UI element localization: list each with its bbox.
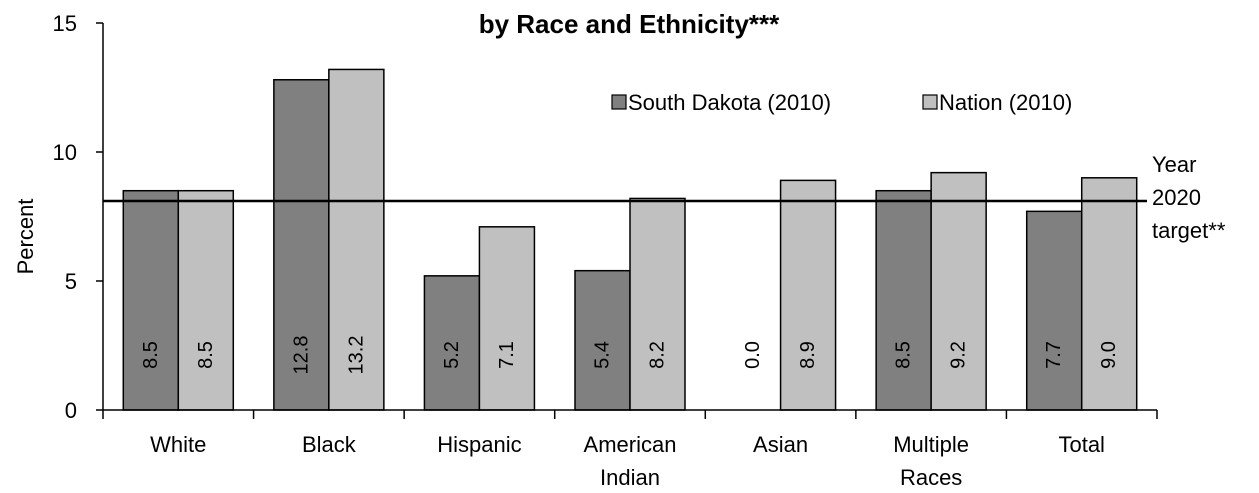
y-tick-label: 10 — [53, 140, 77, 165]
legend-swatch — [611, 94, 627, 110]
bars-group — [122, 68, 1138, 411]
category-labels: White Black Hispanic American Indian Asian Mul… — [150, 432, 1105, 490]
y-axis-label-group: Percent — [13, 199, 38, 275]
bar — [1025, 210, 1083, 411]
legend-label: South Dakota (2010) — [628, 90, 831, 115]
category-label: Hispanic — [437, 432, 521, 457]
bar-value-label: 8.5 — [893, 341, 915, 369]
category-label: White — [150, 432, 206, 457]
bar-value-label: 9.0 — [1098, 341, 1120, 369]
category-label: Races — [900, 465, 962, 490]
target-line-group: Year 2020 target** — [103, 152, 1226, 243]
bar-value-label: 8.5 — [195, 341, 217, 369]
bar-value-label: 8.2 — [647, 341, 669, 369]
bar — [875, 189, 932, 411]
bar — [629, 197, 686, 411]
category-label: American — [584, 432, 677, 457]
y-axis-label: Percent — [13, 199, 38, 275]
bar — [273, 79, 330, 411]
legend: South Dakota (2010) Nation (2010) — [611, 90, 1072, 115]
chart-title: by Race and Ethnicity*** — [479, 9, 780, 39]
chart-title-line: by Race and Ethnicity*** — [479, 9, 780, 39]
y-tick-labels: 0 5 10 15 — [53, 11, 77, 423]
bar — [1080, 177, 1138, 411]
bar-value-label: 7.1 — [496, 341, 518, 369]
bar — [930, 171, 987, 411]
bar-value-label: 9.2 — [948, 341, 970, 369]
bar-value-label: 8.9 — [797, 341, 819, 369]
category-label: Black — [302, 432, 357, 457]
category-label: Asian — [753, 432, 808, 457]
legend-swatch — [922, 94, 938, 110]
bar — [478, 226, 536, 411]
bar — [574, 269, 631, 411]
bar-value-label: 5.2 — [441, 341, 463, 369]
bar-value-label: 12.8 — [290, 336, 312, 375]
category-label: Indian — [600, 465, 660, 490]
y-tick-label: 0 — [65, 398, 77, 423]
y-tick-label: 5 — [65, 269, 77, 294]
bar — [122, 189, 180, 411]
bar — [423, 275, 481, 411]
bar — [328, 68, 385, 411]
bar — [177, 189, 235, 411]
axes-group — [96, 22, 1158, 419]
bar-value-label: 13.2 — [345, 336, 367, 375]
target-line-label: target** — [1152, 218, 1226, 243]
bar-value-label: 7.7 — [1043, 341, 1065, 369]
category-label: Multiple — [893, 432, 969, 457]
bar-value-label: 5.4 — [592, 341, 614, 369]
bar — [779, 179, 837, 411]
bar-value-labels: 8.5 8.5 12.8 13.2 5.2 7.1 5.4 8.2 0.0 8.9 8.5 9.2 7.… — [140, 336, 1120, 375]
bar-value-label: 0.0 — [742, 341, 764, 369]
target-line-label: 2020 — [1152, 185, 1201, 210]
category-label: Total — [1058, 432, 1104, 457]
y-tick-label: 15 — [53, 11, 77, 36]
legend-label: Nation (2010) — [939, 90, 1072, 115]
bar-value-label: 8.5 — [140, 341, 162, 369]
target-line-label: Year — [1152, 152, 1196, 177]
